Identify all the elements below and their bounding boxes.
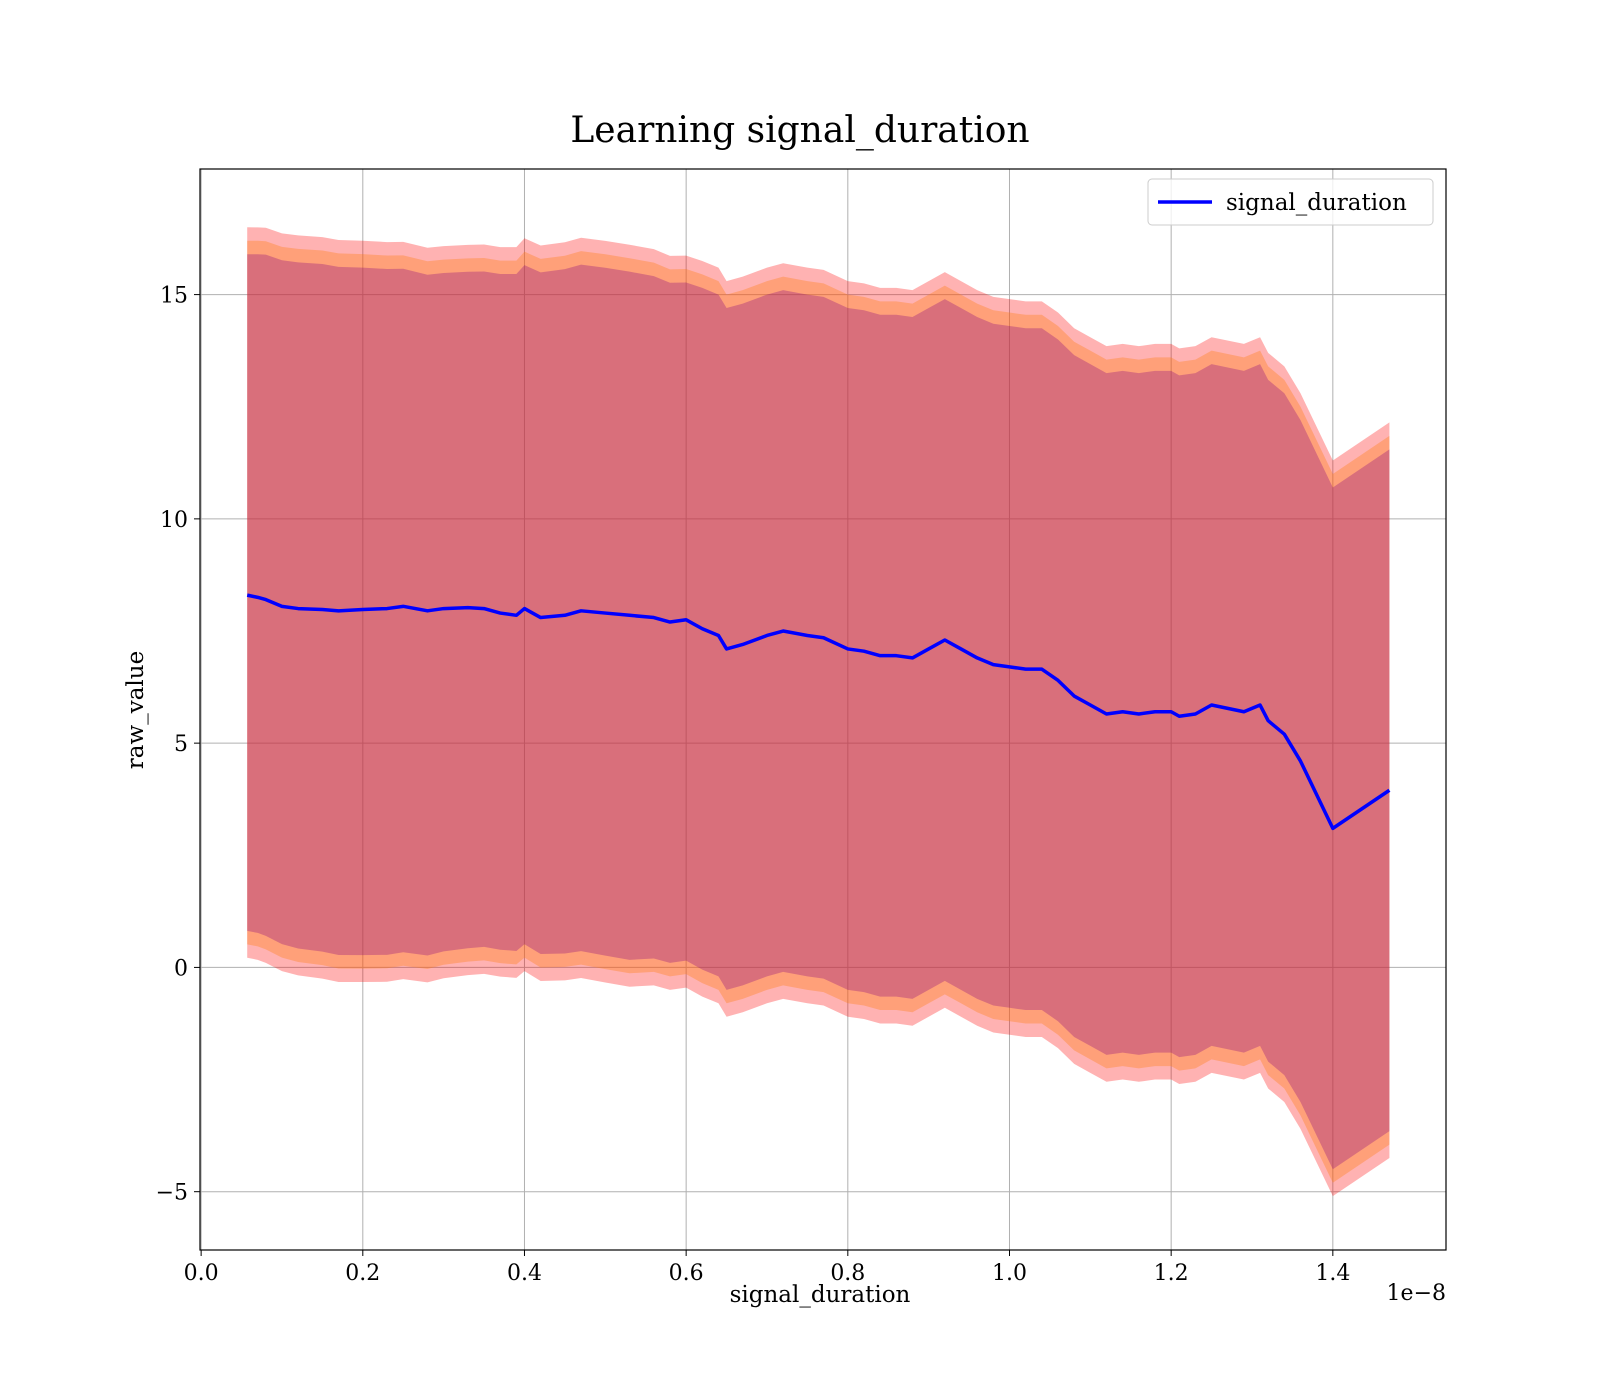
- y-tick-label: −5: [156, 1181, 188, 1206]
- x-tick-label: 0.6: [669, 1261, 704, 1286]
- x-axis-label: signal_duration: [730, 1282, 911, 1308]
- x-tick-label: 1.0: [992, 1261, 1027, 1286]
- x-tick-label: 0.8: [830, 1261, 865, 1286]
- legend-entry-signal-duration: signal_duration: [1226, 190, 1407, 216]
- grid-layer: [200, 169, 1446, 1250]
- band-layer: [247, 227, 1390, 1197]
- x-tick-label: 1.2: [1154, 1261, 1189, 1286]
- chart-title: Learning signal_duration: [570, 110, 1029, 151]
- x-tick-label: 1.4: [1315, 1261, 1350, 1286]
- y-tick-label: 0: [174, 956, 188, 981]
- x-tick-label: 0.2: [345, 1261, 380, 1286]
- confidence-band-inner: [247, 254, 1390, 1170]
- y-axis-label: raw_value: [123, 651, 149, 769]
- x-offset-label: 1e−8: [1387, 1281, 1446, 1306]
- plot-frame: [199, 168, 1447, 1251]
- y-tick-label: 5: [174, 732, 188, 757]
- x-tick-label: 0.4: [507, 1261, 542, 1286]
- y-tick-label: 15: [160, 284, 188, 309]
- confidence-band-outer: [247, 227, 1390, 1197]
- y-tick-label: 10: [160, 508, 188, 533]
- line-layer: [246, 593, 1391, 831]
- confidence-band-middle: [247, 240, 1390, 1183]
- legend-box: [1147, 178, 1434, 226]
- legend: signal_duration: [1147, 178, 1434, 226]
- x-tick-label: 0.0: [184, 1261, 219, 1286]
- series-line-signal-duration: [246, 593, 1391, 831]
- tick-layer: 0.0 0.2 0.4 0.6 0.8 1.0 1.2 1.4 −5 0 5 10 15: [156, 284, 1351, 1286]
